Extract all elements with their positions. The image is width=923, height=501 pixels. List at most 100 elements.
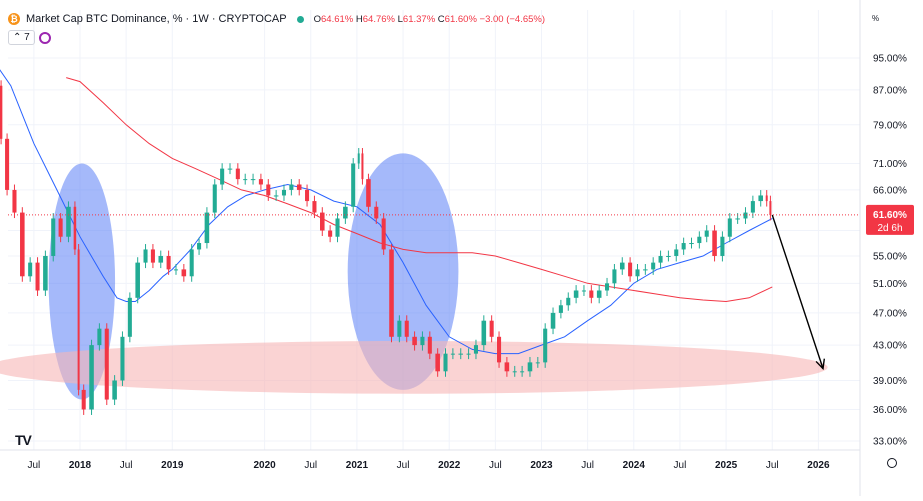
x-tick-label: 2022 — [438, 460, 461, 471]
candle-body — [397, 320, 402, 337]
candle-body — [77, 249, 80, 390]
candle-body — [374, 206, 379, 219]
candle-body — [389, 249, 394, 337]
candle-body — [589, 290, 594, 298]
candle-body — [681, 243, 686, 250]
candle-body — [527, 362, 533, 372]
candle-body — [758, 195, 763, 202]
candle-body — [143, 249, 148, 263]
candle-body — [412, 336, 417, 346]
y-tick-label: 43.00% — [873, 341, 907, 352]
candle-body — [212, 184, 217, 213]
pink-ellipse — [0, 340, 828, 394]
candle-body — [235, 168, 240, 180]
candle-body — [674, 249, 679, 256]
candle-body — [5, 138, 10, 190]
candle-body — [296, 184, 302, 190]
candle-body — [769, 201, 772, 215]
candle-body — [73, 206, 77, 250]
x-tick-label: 2026 — [807, 460, 830, 471]
candle-body — [566, 297, 571, 306]
candle-body — [573, 290, 579, 298]
y-tick-label: 55.00% — [873, 251, 907, 262]
candle-body — [381, 218, 386, 250]
candle-body — [305, 189, 310, 202]
candle-body — [596, 290, 602, 298]
candle-body — [558, 305, 563, 313]
candle-body — [166, 255, 171, 270]
candle-body — [120, 336, 125, 381]
sma-blue-line — [0, 69, 773, 355]
sma-red-line — [66, 77, 773, 303]
symbol-title[interactable]: Market Cap BTC Dominance, % · 1W · CRYPT… — [26, 13, 287, 25]
candle-body — [51, 218, 56, 256]
candle-body — [512, 371, 517, 373]
candle-body — [361, 153, 364, 180]
candle-body — [666, 255, 671, 257]
candle-body — [89, 345, 94, 410]
candle-body — [328, 230, 333, 237]
y-tick-label: 66.00% — [873, 185, 907, 196]
x-tick-label: Jul — [304, 460, 317, 471]
countdown-label: 2d 6h — [877, 223, 902, 234]
candle-body — [689, 243, 694, 245]
candle-body — [750, 201, 755, 213]
candle-body — [619, 262, 625, 270]
candle-body — [427, 336, 432, 354]
market-status-dot — [296, 15, 304, 23]
candle-body — [450, 353, 455, 355]
candle-body — [281, 189, 287, 196]
y-tick-label: 71.00% — [873, 159, 907, 170]
candle-body — [150, 249, 155, 263]
x-tick-label: 2019 — [161, 460, 184, 471]
x-tick-label: 2023 — [530, 460, 553, 471]
x-tick-label: Jul — [674, 460, 687, 471]
tradingview-logo[interactable]: TV — [15, 432, 32, 448]
candle-body — [543, 328, 548, 363]
candle-body — [458, 353, 464, 355]
candle-body — [312, 201, 317, 213]
y-tick-label: 51.00% — [873, 279, 907, 290]
candle-body — [243, 179, 248, 181]
candle-body — [343, 206, 348, 219]
y-tick-label: 79.00% — [873, 120, 907, 131]
candle-body — [181, 269, 187, 277]
candle-body — [404, 320, 409, 337]
candle-body — [535, 362, 540, 364]
candle-body — [658, 255, 663, 263]
candle-body — [28, 262, 33, 277]
candle-body — [366, 179, 371, 207]
x-tick-label: 2020 — [253, 460, 276, 471]
candle-body — [712, 230, 717, 256]
candle-body — [720, 236, 725, 256]
candle-body — [651, 262, 656, 270]
price-axis-unit: % — [872, 14, 880, 23]
candle-body — [628, 262, 633, 277]
candle-body — [220, 168, 225, 185]
candle-body — [289, 184, 294, 190]
candle-body — [320, 212, 325, 231]
x-tick-label: 2021 — [346, 460, 369, 471]
candle-body — [581, 290, 586, 292]
x-tick-label: 2024 — [623, 460, 646, 471]
x-tick-label: Jul — [489, 460, 502, 471]
gear-icon[interactable] — [887, 458, 897, 468]
candle-body — [643, 269, 648, 271]
candle-body — [0, 85, 3, 139]
x-tick-label: Jul — [27, 460, 40, 471]
indicators-toggle[interactable]: ⌃ 7 — [8, 30, 35, 45]
candle-body — [473, 345, 478, 354]
eye-icon[interactable] — [38, 31, 51, 44]
y-tick-label: 33.00% — [873, 437, 907, 448]
forecast-arrow-head — [815, 358, 826, 371]
candle-body — [43, 255, 48, 291]
candle-body — [58, 218, 63, 237]
candle-body — [20, 212, 25, 277]
candle-body — [273, 195, 279, 197]
candle-body — [66, 206, 71, 237]
candle-body — [520, 371, 525, 373]
y-tick-label: 95.00% — [873, 54, 907, 65]
candle-body — [227, 168, 233, 170]
